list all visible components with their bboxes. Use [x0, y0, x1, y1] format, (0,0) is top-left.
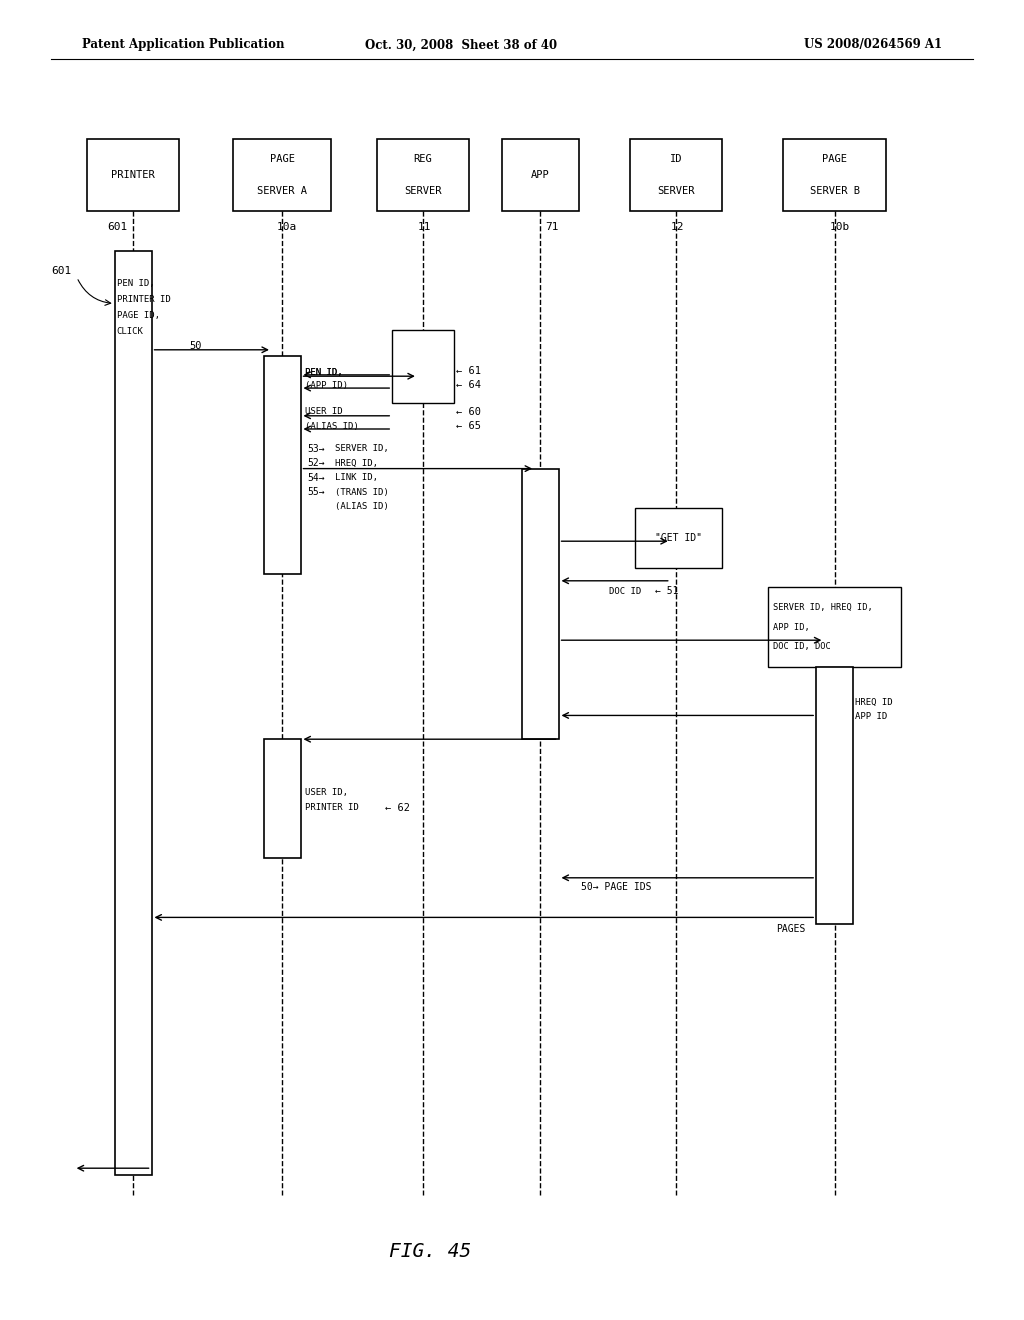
Text: (TRANS ID): (TRANS ID)	[336, 488, 389, 496]
Bar	[87, 139, 179, 211]
Text: USER ID,: USER ID,	[305, 788, 347, 796]
Text: 12: 12	[671, 222, 684, 232]
Text: ← 64: ← 64	[456, 380, 480, 391]
Text: 10a: 10a	[276, 222, 297, 232]
Bar	[233, 139, 331, 211]
Text: HREQ ID,: HREQ ID,	[336, 459, 378, 467]
Bar	[264, 356, 301, 574]
Text: SERVER ID, HREQ ID,: SERVER ID, HREQ ID,	[773, 603, 872, 611]
Text: PRINTER ID: PRINTER ID	[305, 804, 358, 812]
Text: 52→: 52→	[308, 458, 326, 469]
Bar	[630, 139, 722, 211]
Text: 601: 601	[51, 265, 72, 276]
Bar	[521, 469, 559, 739]
Text: 601: 601	[108, 222, 128, 232]
Text: 10b: 10b	[829, 222, 850, 232]
Text: Oct. 30, 2008  Sheet 38 of 40: Oct. 30, 2008 Sheet 38 of 40	[365, 38, 557, 51]
Text: PEN ID,: PEN ID,	[117, 280, 155, 288]
Text: LINK ID,: LINK ID,	[336, 474, 378, 482]
Text: USER ID: USER ID	[305, 408, 342, 416]
Text: FIG. 45: FIG. 45	[389, 1242, 471, 1261]
Text: SERVER B: SERVER B	[810, 186, 859, 195]
Text: PRINTER ID: PRINTER ID	[117, 296, 170, 304]
Text: (ALIAS ID): (ALIAS ID)	[305, 422, 358, 430]
Text: 50: 50	[189, 341, 202, 351]
Text: 71: 71	[545, 222, 559, 232]
Bar	[264, 739, 301, 858]
Text: PAGE ID,: PAGE ID,	[117, 312, 160, 319]
Text: CLICK: CLICK	[117, 327, 143, 335]
Text: SERVER A: SERVER A	[257, 186, 307, 195]
Text: PRINTER: PRINTER	[112, 170, 155, 180]
Text: DOC ID, DOC: DOC ID, DOC	[773, 643, 830, 651]
Text: 55→: 55→	[308, 487, 326, 498]
Text: ID: ID	[670, 154, 682, 164]
Text: APP ID: APP ID	[855, 713, 887, 721]
Bar	[115, 251, 152, 1175]
Text: PEN ID,: PEN ID,	[305, 368, 342, 376]
Text: PAGES: PAGES	[776, 924, 806, 935]
Text: ← 60: ← 60	[456, 407, 480, 417]
Text: SERVER ID,: SERVER ID,	[336, 445, 389, 453]
Bar	[502, 139, 579, 211]
Text: (APP ID): (APP ID)	[305, 381, 347, 389]
Text: PEN ID,: PEN ID,	[305, 368, 342, 376]
Text: ← 61: ← 61	[456, 366, 480, 376]
Text: 50→ PAGE IDS: 50→ PAGE IDS	[582, 882, 651, 892]
Text: US 2008/0264569 A1: US 2008/0264569 A1	[804, 38, 942, 51]
Text: PAGE: PAGE	[269, 154, 295, 164]
Text: SERVER: SERVER	[404, 186, 441, 195]
Bar	[377, 139, 469, 211]
Bar	[635, 508, 722, 568]
Text: REG: REG	[414, 154, 432, 164]
Text: 53→: 53→	[308, 444, 326, 454]
Text: SERVER: SERVER	[657, 186, 694, 195]
Text: ← 65: ← 65	[456, 421, 480, 432]
Text: APP ID,: APP ID,	[773, 623, 810, 631]
Text: DOC ID: DOC ID	[609, 587, 641, 595]
Text: PAGE: PAGE	[822, 154, 847, 164]
Bar	[392, 330, 454, 403]
Text: "GET ID": "GET ID"	[655, 533, 701, 543]
Text: 11: 11	[418, 222, 431, 232]
Bar	[783, 139, 886, 211]
Text: Patent Application Publication: Patent Application Publication	[82, 38, 285, 51]
Text: (ALIAS ID): (ALIAS ID)	[336, 503, 389, 511]
Text: APP: APP	[530, 170, 550, 180]
Bar	[768, 587, 901, 667]
Text: HREQ ID: HREQ ID	[855, 698, 893, 706]
Text: 54→: 54→	[308, 473, 326, 483]
Bar	[816, 667, 853, 924]
Text: ← 62: ← 62	[385, 803, 410, 813]
Text: ← 51: ← 51	[655, 586, 679, 597]
